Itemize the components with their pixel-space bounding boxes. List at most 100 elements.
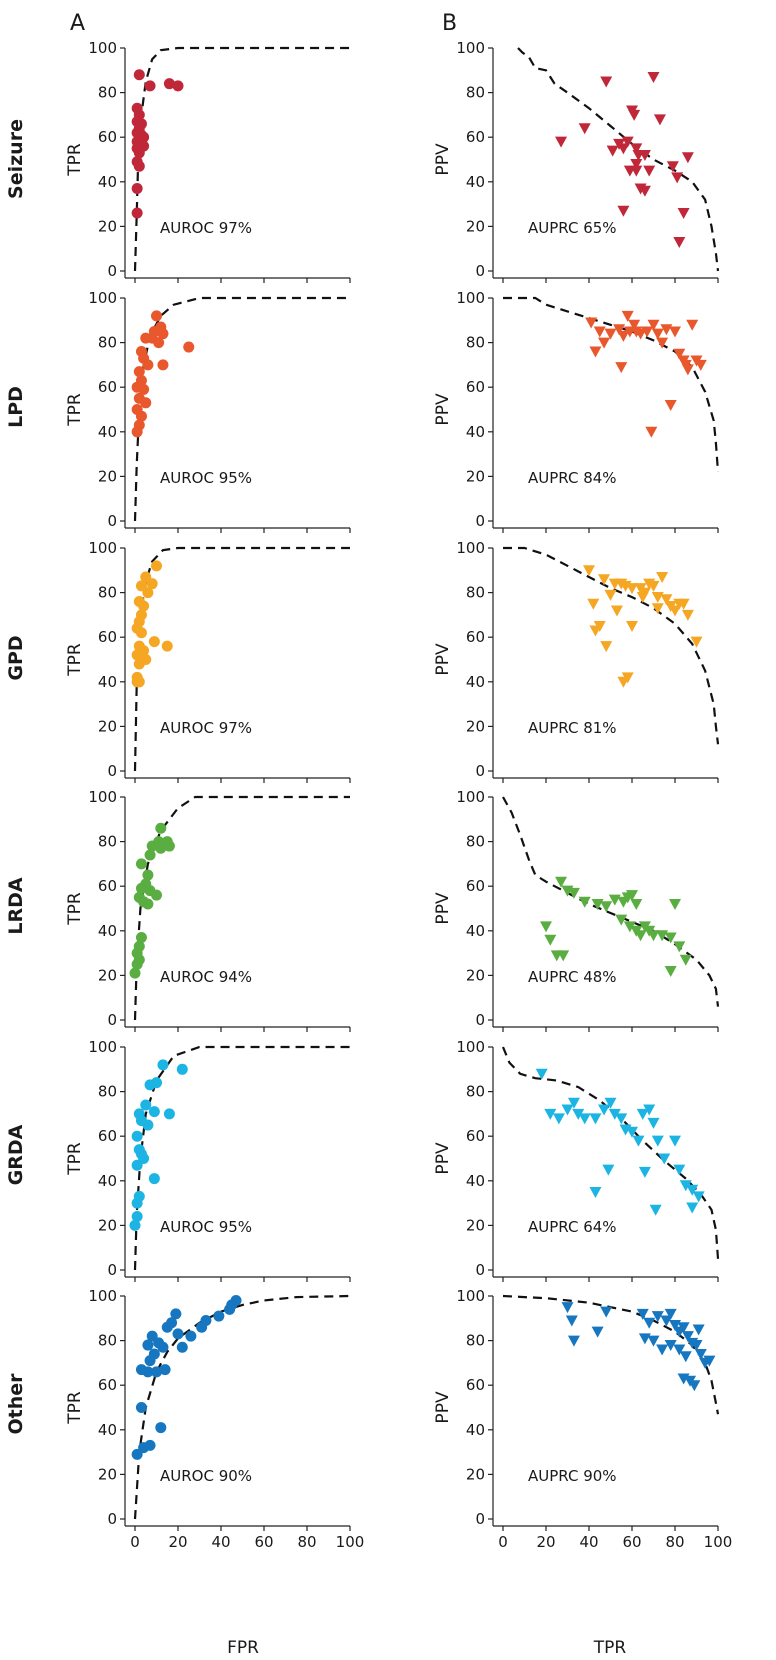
grda-roc-point (157, 1059, 169, 1071)
lrda-roc-y-tick-label: 80 (98, 833, 117, 851)
lpd-pr-point (651, 328, 664, 340)
lrda-roc-annotation: AUROC 94% (160, 968, 252, 986)
lrda-pr-point (567, 887, 580, 899)
gpd-pr-chart: 0 20 40 60 80 100 PPV AUPRC 81% (433, 539, 720, 783)
grda-pr-point (552, 1113, 565, 1125)
gpd-roc-curve (133, 546, 350, 772)
grda-pr-point (679, 1180, 692, 1192)
seizure-pr-point (666, 161, 679, 173)
other-roc-curve (133, 1294, 351, 1520)
lpd-roc-y-tick-label: 80 (98, 334, 117, 352)
seizure-roc-y-tick-label: 0 (107, 262, 117, 280)
lpd-pr-curve (503, 296, 720, 472)
lrda-roc-point (146, 840, 158, 852)
other-roc-x-tick-label: 60 (254, 1533, 273, 1551)
seizure-pr-point (671, 172, 684, 184)
grda-roc-point (148, 1173, 160, 1185)
grda-pr-point (604, 1097, 617, 1109)
seizure-roc-point (133, 147, 145, 159)
grda-roc-point (131, 1197, 143, 1209)
lrda-pr-point (664, 965, 677, 977)
other-pr-x-tick-label: 40 (579, 1533, 598, 1551)
gpd-pr-point (589, 625, 602, 637)
seizure-roc-y-tick-label: 80 (98, 84, 117, 102)
gpd-roc-y-tick-label: 60 (98, 628, 117, 646)
row-label-lpd: LPD (5, 386, 27, 428)
lrda-roc-point (151, 889, 162, 901)
grda-roc-y-tick-label: 40 (98, 1172, 117, 1190)
seizure-pr-point (638, 185, 651, 197)
gpd-pr-point (626, 583, 638, 595)
grda-pr-y-tick-label: 100 (456, 1038, 485, 1056)
lpd-roc-y-tick-label: 60 (98, 378, 117, 396)
seizure-roc-point (172, 80, 184, 92)
lrda-roc-point (144, 849, 156, 861)
lpd-pr-y-tick-label: 100 (456, 289, 485, 307)
grda-roc-point (140, 1099, 152, 1111)
other-roc-point (224, 1303, 236, 1315)
row-label-other: Other (5, 1373, 27, 1435)
lrda-roc-y-axis-label: TPR (65, 892, 85, 926)
lpd-pr-point (589, 346, 602, 358)
lpd-roc-point (140, 332, 152, 344)
gpd-pr-point (621, 672, 634, 684)
grda-pr-y-tick-label: 80 (466, 1083, 485, 1101)
seizure-roc-point (144, 80, 156, 92)
grda-pr-point (602, 1164, 615, 1176)
lpd-pr-y-tick-label: 40 (466, 423, 485, 441)
lrda-roc-chart: 0 20 40 60 80 100 TPR AUROC 94% (65, 788, 351, 1032)
grda-pr-point (658, 1153, 671, 1165)
grda-pr-annotation: AUPRC 64% (528, 1218, 617, 1236)
gpd-pr-annotation: AUPRC 81% (528, 719, 617, 737)
lrda-pr-point (578, 896, 591, 908)
other-roc-x-tick-label: 80 (297, 1533, 316, 1551)
lrda-roc-point (135, 858, 147, 870)
gpd-roc-y-tick-label: 0 (107, 762, 117, 780)
other-pr-x-tick-label: 0 (498, 1533, 508, 1551)
gpd-pr-y-tick-label: 60 (466, 628, 485, 646)
grda-pr-point (669, 1135, 681, 1147)
other-roc-point (172, 1328, 184, 1340)
gpd-pr-point (626, 621, 638, 633)
gpd-pr-point (604, 589, 617, 601)
lrda-roc-point (142, 869, 154, 881)
lrda-pr-point (591, 899, 604, 911)
grda-roc-point (163, 1108, 175, 1120)
seizure-pr-point (628, 109, 641, 121)
lpd-roc-y-axis-label: TPR (65, 393, 85, 427)
grda-roc-point (148, 1106, 160, 1118)
lpd-roc-y-tick-label: 0 (107, 512, 117, 530)
seizure-pr-point (677, 208, 690, 220)
seizure-roc-chart: 0 20 40 60 80 100 TPR AUROC 97% (65, 39, 351, 283)
lpd-pr-point (604, 328, 617, 340)
lpd-pr-y-tick-label: 20 (466, 467, 485, 485)
other-pr-y-tick-label: 40 (466, 1421, 485, 1439)
lpd-pr-point (669, 326, 681, 338)
other-pr-point (567, 1335, 580, 1347)
gpd-roc-point (138, 600, 150, 612)
other-roc-point (135, 1402, 147, 1413)
seizure-pr-point (673, 237, 686, 249)
gpd-pr-point (669, 605, 681, 617)
other-roc-y-tick-label: 0 (107, 1510, 117, 1528)
seizure-pr-point (681, 152, 694, 164)
lpd-pr-point (673, 348, 686, 360)
other-pr-point (664, 1340, 677, 1352)
lpd-roc-point (157, 328, 169, 340)
seizure-pr-point (606, 145, 619, 157)
other-pr-point (591, 1326, 604, 1338)
grda-pr-point (598, 1104, 611, 1116)
gpd-pr-point (681, 609, 694, 621)
other-pr-point (600, 1306, 613, 1318)
lrda-roc-point (135, 882, 147, 894)
other-roc-x-tick-label: 40 (211, 1533, 230, 1551)
other-pr-point (664, 1308, 677, 1320)
lpd-roc-point (151, 310, 162, 322)
seizure-pr-curve (517, 47, 720, 272)
gpd-roc-point (151, 560, 162, 572)
grda-pr-point (615, 1113, 628, 1125)
other-roc-point (185, 1330, 197, 1342)
lpd-pr-point (681, 364, 694, 376)
other-roc-point (155, 1422, 167, 1434)
grda-pr-point (686, 1202, 699, 1214)
